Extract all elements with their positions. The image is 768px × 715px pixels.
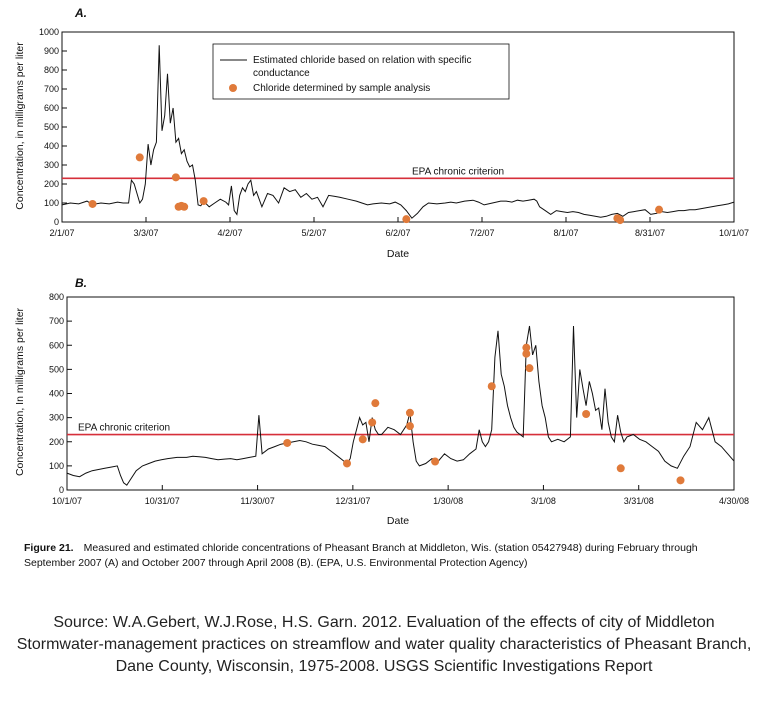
panel-a-xtick-label: 4/2/07	[217, 228, 242, 238]
panel-a-ytick-label: 300	[44, 160, 59, 170]
panel-b-ytick-label: 200	[49, 437, 64, 447]
caption-label: Figure 21.	[24, 542, 74, 554]
panel-a-ytick-label: 1000	[39, 27, 59, 37]
caption-text: Measured and estimated chloride concentr…	[24, 542, 698, 569]
panel-a-xtick-label: 2/1/07	[49, 228, 74, 238]
panel-b-sample-point	[371, 399, 380, 408]
figure-caption: Figure 21. Measured and estimated chlorid…	[24, 541, 744, 571]
panel-b-sample-point	[676, 476, 685, 485]
panel-b-sample-point	[582, 410, 591, 419]
panel-b-xtick-label: 1/30/08	[433, 496, 463, 506]
source-citation: Source: W.A.Gebert, W.J.Rose, H.S. Garn.…	[16, 614, 752, 675]
panel-b-sample-point	[343, 459, 352, 468]
panel-b-frame	[66, 296, 735, 491]
panel-a-xtick-label: 5/2/07	[301, 228, 326, 238]
panel-a-xtick-label: 8/1/07	[553, 228, 578, 238]
panel-b-series-line	[66, 325, 735, 486]
legend: Estimated chloride based on relation wit…	[212, 43, 510, 100]
panel-a-sample-point	[655, 205, 664, 214]
panel-a-ytick-label: 400	[44, 141, 59, 151]
legend-line-label-2: conductance	[253, 68, 310, 79]
panel-a-sample-point	[135, 153, 144, 162]
panel-a-ytick-label: 600	[44, 103, 59, 113]
panel-b-sample-point	[405, 422, 414, 431]
panel-a-xtick-label: 6/2/07	[385, 228, 410, 238]
panel-a-chart: A. Concentration, in milligrams per lite…	[14, 6, 749, 260]
panel-a-sample-point	[616, 216, 625, 225]
panel-a-label: A.	[74, 6, 87, 20]
panel-b-xtick-label: 10/1/07	[52, 496, 82, 506]
panel-b-xtick-label: 10/31/07	[145, 496, 180, 506]
panel-b-xtick-label: 11/30/07	[240, 496, 274, 506]
panel-b-ylabel: Concentration, In milligrams per liter	[14, 307, 26, 476]
panel-b-ytick-label: 400	[49, 389, 64, 399]
panel-b-sample-point	[431, 457, 440, 466]
panel-a-series-line	[61, 45, 735, 219]
panel-a-xtick-label: 10/1/07	[719, 228, 749, 238]
panel-b-ytick-label: 700	[49, 316, 64, 326]
panel-a-ytick-label: 500	[44, 122, 59, 132]
panel-a-criterion-label: EPA chronic criterion	[412, 166, 504, 177]
panel-b-chart: B. Concentration, In milligrams per lite…	[14, 276, 749, 527]
panel-b-sample-point	[522, 343, 531, 352]
panel-b-ytick-label: 600	[49, 340, 64, 350]
panel-b-label: B.	[75, 276, 87, 290]
panel-a-ylabel: Concentration, in milligrams per liter	[14, 42, 26, 210]
panel-a-sample-point	[88, 199, 97, 208]
panel-a-sample-point	[402, 215, 411, 224]
panel-b-sample-point	[487, 382, 496, 391]
panel-b-sample-point	[522, 349, 531, 358]
panel-b-sample-point	[283, 438, 292, 447]
legend-point-label: Chloride determined by sample analysis	[253, 83, 430, 94]
panel-b-xtick-label: 4/30/08	[719, 496, 749, 506]
panel-a-ytick-label: 200	[44, 179, 59, 189]
panel-a-ytick-label: 900	[44, 46, 59, 56]
panel-a-sample-point	[171, 173, 180, 182]
panel-a-xtick-label: 7/2/07	[469, 228, 494, 238]
panel-b-ytick-label: 300	[49, 413, 64, 423]
panel-b-sample-point	[368, 418, 377, 427]
panel-a-ytick-label: 800	[44, 65, 59, 75]
panel-b-ytick-label: 0	[59, 485, 64, 495]
panel-a-sample-point	[199, 197, 208, 206]
panel-b-sample-point	[525, 364, 534, 373]
panel-b-ytick-label: 100	[49, 461, 64, 471]
panel-b-xtick-label: 3/31/08	[624, 496, 654, 506]
legend-box	[212, 43, 510, 100]
panel-b-criterion-label: EPA chronic criterion	[78, 423, 170, 434]
panel-a-xtick-label: 8/31/07	[635, 228, 665, 238]
panel-a-ytick-label: 0	[54, 217, 59, 227]
panel-b-sample-point	[616, 464, 625, 473]
legend-line-label-1: Estimated chloride based on relation wit…	[253, 55, 471, 66]
panel-a-xtick-label: 3/3/07	[133, 228, 158, 238]
panel-b-xtick-label: 12/31/07	[335, 496, 370, 506]
panel-a-sample-point	[180, 202, 189, 211]
panel-a-ytick-label: 100	[44, 198, 59, 208]
panel-b-ytick-label: 800	[49, 292, 64, 302]
panel-b-sample-point	[405, 408, 414, 417]
chloride-figure: A. Concentration, in milligrams per lite…	[14, 6, 749, 527]
panel-b-sample-point	[358, 435, 367, 444]
panel-b-xtick-label: 3/1/08	[531, 496, 556, 506]
panel-a-ytick-label: 700	[44, 84, 59, 94]
legend-point-swatch	[229, 84, 237, 92]
panel-a-xlabel: Date	[387, 248, 409, 260]
panel-b-ytick-label: 500	[49, 364, 64, 374]
panel-b-xlabel: Date	[387, 515, 409, 527]
